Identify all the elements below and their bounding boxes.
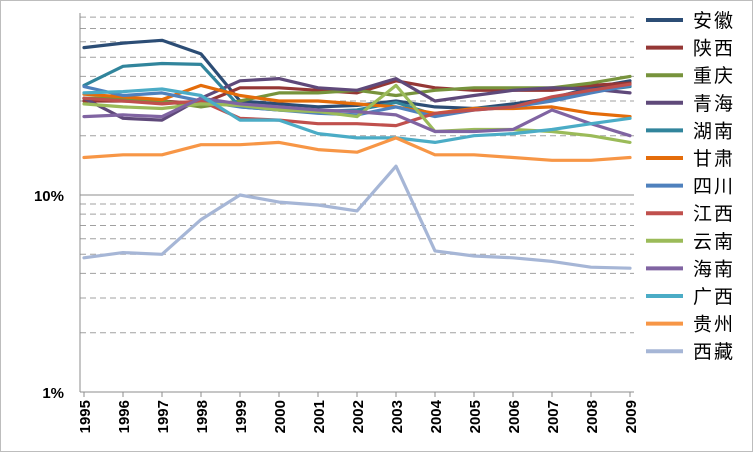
x-tick-label: 2004	[428, 399, 445, 433]
x-tick-label: 1997	[155, 400, 172, 433]
series-line	[82, 164, 632, 270]
x-tick-label: 2009	[623, 400, 640, 433]
x-tick-label: 2000	[272, 400, 289, 433]
legend-label: 湖南	[693, 120, 735, 142]
legend-label: 四川	[693, 176, 735, 198]
y-tick-labels: 1% 10%	[34, 188, 64, 402]
series-line	[82, 136, 632, 162]
x-tick-label: 2006	[506, 400, 523, 433]
x-tick-label: 2007	[545, 400, 562, 433]
legend-label: 海南	[693, 258, 735, 280]
x-tick-label: 1995	[77, 400, 94, 433]
x-tick-labels: 1995 1996 1997 1998 1999 2000 2001 2002 2003 2004…	[77, 399, 640, 433]
x-tick-label: 2005	[467, 400, 484, 433]
legend-label: 重庆	[693, 65, 735, 87]
series-line	[82, 82, 632, 128]
axes	[79, 13, 634, 397]
legend-label: 陕西	[693, 38, 735, 60]
y-tick-label: 1%	[42, 385, 64, 402]
series-lines	[82, 38, 632, 270]
legend-label: 甘肃	[693, 148, 735, 170]
x-tick-label: 1999	[233, 400, 250, 433]
y-tick-label: 10%	[34, 188, 64, 205]
series-line	[82, 76, 632, 122]
legend-label: 广西	[693, 286, 735, 308]
legend-label: 安徽	[693, 10, 735, 32]
x-tick-label: 2003	[389, 400, 406, 433]
x-tick-label: 2001	[311, 400, 328, 433]
x-tick-label: 2002	[350, 400, 367, 433]
x-tick-label: 1998	[194, 400, 211, 433]
x-tick-label: 2008	[584, 400, 601, 433]
legend-label: 青海	[693, 93, 735, 115]
legend-label: 云南	[693, 231, 735, 253]
legend-label: 西藏	[693, 341, 735, 363]
legend-label: 贵州	[693, 314, 735, 336]
series-line	[82, 96, 632, 138]
series-line	[82, 87, 632, 144]
x-tick-label: 1996	[116, 400, 133, 433]
legend-label: 江西	[693, 203, 735, 225]
